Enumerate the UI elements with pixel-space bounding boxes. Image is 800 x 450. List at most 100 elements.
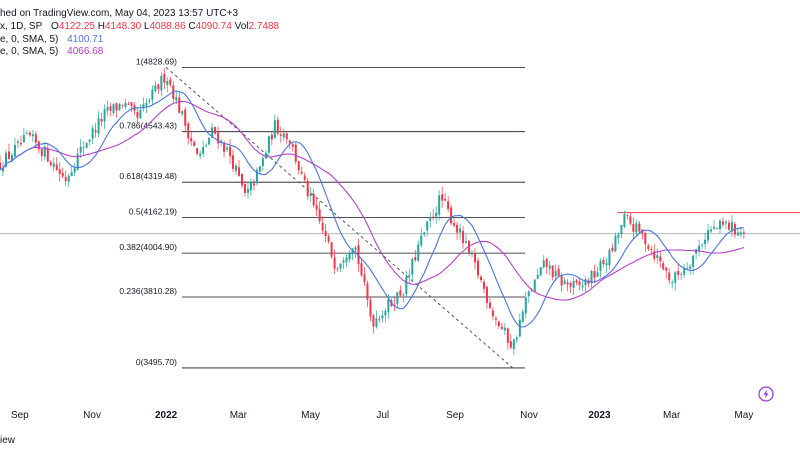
candle-body (479, 276, 482, 281)
candle-body (677, 270, 680, 275)
fibonacci-retracement[interactable]: 1(4828.69) 0.786(4543.43) 0.618(4319.48) 0.… (119, 56, 525, 369)
lightning-icon (763, 389, 769, 399)
candle-body (680, 274, 683, 276)
candle-body (551, 265, 554, 278)
candle-body (554, 270, 557, 277)
ohlc-value-4: 2.7488 (248, 21, 280, 32)
candle-body (581, 285, 584, 288)
candle-body (258, 166, 261, 172)
candle-body (240, 173, 243, 186)
candle-body (40, 148, 43, 156)
sma-slow-legend[interactable]: e, 0, SMA, 5) 4066.68 (0, 46, 103, 58)
candle-body (64, 176, 67, 182)
candle-body (330, 242, 333, 257)
candle-body (315, 204, 318, 210)
candle-body (46, 148, 49, 162)
candle-body (217, 132, 220, 144)
candle-body (497, 321, 500, 327)
candle-body (710, 229, 713, 232)
candle-body (653, 251, 656, 259)
candle-body (160, 75, 163, 91)
sma-fast-legend[interactable]: e, 0, SMA, 5) 4100.71 (0, 34, 103, 46)
candle-body (190, 138, 193, 142)
candle-body (306, 180, 309, 197)
candle-body (19, 142, 22, 145)
candle-body (279, 134, 282, 136)
candle-body (387, 299, 390, 313)
candle-body (411, 258, 414, 275)
candle-body (0, 162, 1, 170)
candle-body (632, 223, 635, 232)
x-tick-6: Sep (446, 410, 464, 421)
candle-body (336, 268, 339, 270)
candle-body (199, 153, 202, 156)
candle-body (456, 224, 459, 233)
candle-body (408, 274, 411, 277)
candle-body (462, 230, 465, 244)
candle-body (178, 97, 181, 113)
candle-body (515, 337, 518, 340)
candle-body (288, 140, 291, 144)
candle-body (384, 310, 387, 316)
candle-body (106, 107, 109, 111)
candle-body (566, 282, 569, 285)
candle-body (485, 287, 488, 303)
candle-body (724, 221, 727, 224)
candle-body (674, 272, 677, 283)
candle-body (208, 137, 211, 145)
candle-body (58, 169, 61, 174)
ohlc-key-0: O (51, 21, 59, 32)
candle-body (360, 263, 363, 276)
candle-body (707, 230, 710, 241)
candle-body (127, 103, 130, 105)
ohlc-legend[interactable]: x, 1D, SP O4122.25 H4148.30 L4088.86 C40… (0, 21, 279, 33)
candle-body (512, 339, 515, 349)
candle-body (88, 139, 91, 142)
sma-slow-line (0, 100, 745, 301)
candle-body (273, 120, 276, 138)
candle-body (399, 290, 402, 296)
replay-badge[interactable] (758, 386, 774, 402)
candle-body (665, 267, 668, 271)
candle-body (91, 128, 94, 139)
trend-line[interactable] (165, 66, 514, 369)
candle-body (527, 291, 530, 297)
candle-body (348, 252, 351, 260)
sma-slow-value: 4066.68 (67, 46, 104, 57)
sma-fast-line (0, 90, 744, 328)
sma-fast-label: e, 0, SMA, 5) (0, 34, 59, 45)
ohlc-value-0: 4122.25 (58, 21, 98, 32)
candle-body (524, 297, 527, 314)
candle-body (545, 258, 548, 267)
candle-body (229, 146, 232, 157)
candle-body (488, 302, 491, 309)
candle-body (205, 145, 208, 147)
candle-body (121, 105, 124, 107)
candle-body (593, 271, 596, 278)
candle-body (294, 144, 297, 162)
candle-body (509, 341, 512, 348)
candle-body (692, 255, 695, 267)
candle-body (716, 228, 719, 230)
ohlc-key-2: L (143, 21, 150, 32)
candle-body (118, 103, 121, 111)
candle-body (608, 249, 611, 266)
candle-body (560, 275, 563, 286)
candle-body (130, 102, 133, 106)
candle-body (417, 244, 420, 261)
candle-body (491, 310, 494, 317)
candle-body (76, 153, 79, 171)
candle-body (557, 268, 560, 276)
candle-body (303, 175, 306, 180)
candle-body (662, 263, 665, 270)
ohlc-value-1: 4148.30 (104, 21, 144, 32)
candle-body (533, 279, 536, 292)
candle-body (500, 326, 503, 329)
candle-body (659, 256, 662, 262)
candle-body (713, 226, 716, 229)
candle-body (94, 130, 97, 133)
candle-body (530, 290, 533, 292)
candle-body (590, 270, 593, 284)
candle-body (354, 247, 357, 251)
